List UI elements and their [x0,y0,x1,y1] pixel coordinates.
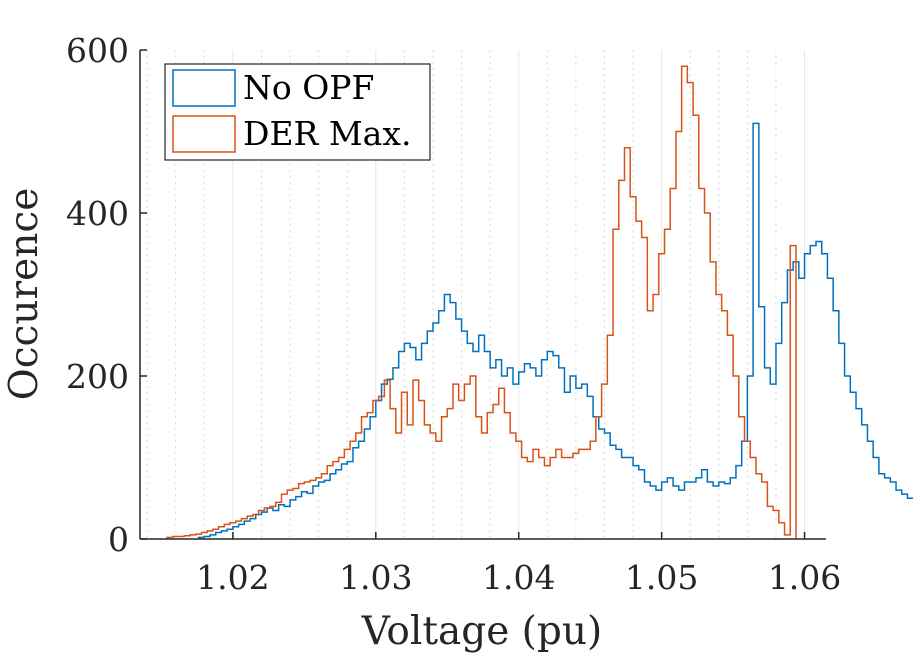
tick-labels: 1.02 1.03 1.04 1.05 1.06 0 200 400 600 [66,31,841,597]
x-tick-label: 1.05 [625,558,698,597]
axes [139,49,826,540]
x-tick-label: 1.06 [768,558,841,597]
y-axis-title: Occurence [2,188,47,401]
x-axis-title: Voltage (pu) [361,609,602,654]
legend-label: No OPF [243,68,374,107]
series-layer [166,65,913,539]
x-tick-label: 1.03 [339,558,412,597]
legend-swatch [172,115,236,153]
legend-swatch [172,69,236,107]
x-tick-label: 1.04 [482,558,555,597]
y-tick-label: 400 [66,194,129,233]
y-tick-label: 600 [66,31,129,70]
series-0-histogram [197,122,913,539]
legend-box [164,63,431,161]
legend: No OPF DER Max. [164,63,431,161]
y-tick-label: 0 [108,520,129,559]
legend-label: DER Max. [243,114,411,153]
x-tick-label: 1.02 [196,558,269,597]
y-tick-label: 200 [66,357,129,396]
series-1-histogram [166,65,797,539]
